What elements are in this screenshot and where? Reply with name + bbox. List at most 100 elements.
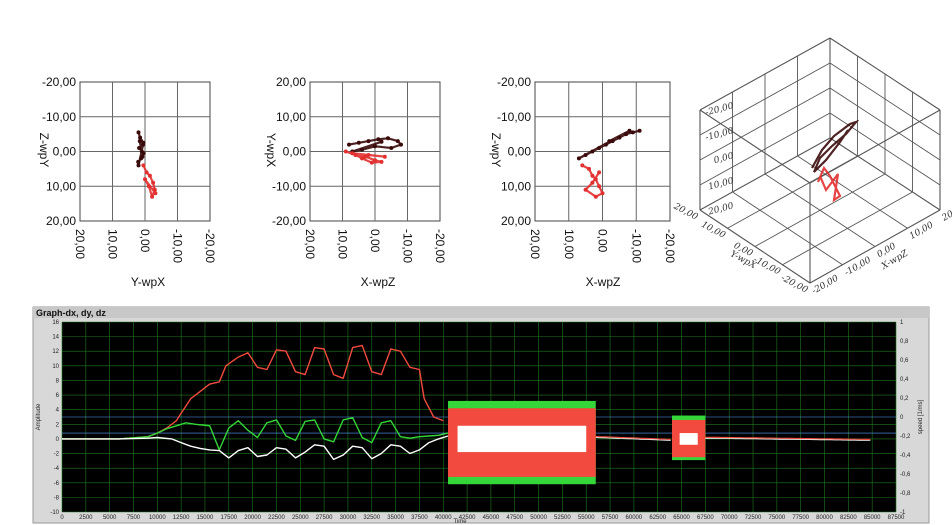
y-tick-label: -2 bbox=[54, 452, 60, 458]
x-tick-label: 20,00 bbox=[528, 229, 542, 259]
y2-tick-label: 0,4 bbox=[900, 377, 909, 383]
displacement-time-graph: Graph-dx, dy, dz 0 2500 5000 7500 10000 12500… bbox=[32, 306, 930, 525]
y2-tick-label: 0,2 bbox=[900, 396, 909, 402]
gridline bbox=[782, 191, 913, 266]
x-tick-label: 70000 bbox=[721, 515, 738, 521]
data-point bbox=[360, 156, 364, 161]
y-tick-label: 10,00 bbox=[276, 110, 306, 124]
graph-title: Graph-dx, dy, dz bbox=[36, 308, 106, 318]
data-point bbox=[144, 170, 149, 175]
y-axis-label: Y-wpX bbox=[264, 133, 278, 167]
data-point bbox=[353, 153, 358, 157]
data-point bbox=[627, 128, 632, 133]
cube-edge bbox=[699, 37, 831, 111]
data-point bbox=[152, 187, 157, 192]
data-point bbox=[590, 180, 595, 185]
tail-noise-white bbox=[595, 437, 671, 441]
x-tick-label: 10,00 bbox=[336, 229, 350, 259]
x-tick-label: -20,00 bbox=[433, 229, 447, 263]
data-point bbox=[363, 154, 368, 159]
graph-title-bar bbox=[33, 307, 929, 318]
data-point bbox=[137, 146, 142, 150]
tail-noise-white bbox=[705, 437, 871, 441]
x-tick-label: 25000 bbox=[292, 515, 309, 521]
cube-edge bbox=[699, 109, 811, 184]
x-tick-label: 40000 bbox=[435, 515, 452, 521]
plot-3d-view: -20,00-10,000,0010,0020,0020,0010,000,00… bbox=[671, 37, 952, 297]
x-tick-label: 50000 bbox=[530, 515, 547, 521]
cube-edge bbox=[809, 109, 941, 184]
data-point bbox=[376, 137, 381, 142]
x-tick-label: 15000 bbox=[197, 515, 214, 521]
y-tick-label: 16 bbox=[52, 320, 59, 326]
data-point bbox=[379, 139, 384, 144]
x-tick-label: 0 bbox=[60, 515, 64, 521]
cube-edge bbox=[829, 137, 941, 211]
x-tick-label: 22500 bbox=[268, 515, 285, 521]
y2-tick-label: -0,8 bbox=[900, 491, 911, 497]
x-tick-label: 20000 bbox=[244, 515, 261, 521]
data-point bbox=[593, 194, 598, 199]
data-point bbox=[597, 184, 602, 189]
data-point bbox=[136, 159, 141, 164]
x-tick-label: 0,00 bbox=[596, 229, 610, 253]
x-tick-label: 12500 bbox=[173, 515, 190, 521]
data-point bbox=[137, 139, 142, 144]
y-tick-label: 20,00 bbox=[501, 214, 531, 228]
x-tick-label: 2500 bbox=[79, 515, 93, 521]
data-point bbox=[597, 170, 602, 175]
data-point bbox=[637, 128, 642, 133]
data-point bbox=[360, 147, 364, 152]
data-point bbox=[140, 154, 145, 159]
data-point bbox=[610, 139, 615, 144]
x-tick-label: 82500 bbox=[840, 515, 857, 521]
data-point bbox=[136, 130, 141, 135]
data-point bbox=[583, 187, 588, 192]
data-point bbox=[138, 135, 143, 140]
y-axis-label: Amplitude bbox=[36, 403, 42, 430]
data-point bbox=[617, 135, 622, 140]
y-tick-label: 14 bbox=[52, 335, 59, 341]
y-tick-label: 10,00 bbox=[501, 179, 531, 193]
oscillation-band bbox=[457, 425, 587, 453]
data-point bbox=[580, 163, 585, 168]
gridline bbox=[754, 173, 886, 247]
x-tick-label: 20,00 bbox=[73, 229, 87, 259]
width-tick-label: -10,00 bbox=[843, 255, 873, 278]
x-tick-label: 67500 bbox=[697, 515, 714, 521]
x-tick-label: -10,00 bbox=[401, 229, 415, 263]
data-point bbox=[593, 177, 598, 182]
x-tick-label: 0,00 bbox=[368, 229, 382, 253]
x-tick-label: 45000 bbox=[483, 515, 500, 521]
data-point bbox=[379, 159, 384, 164]
data-point bbox=[587, 166, 591, 171]
x-tick-label: 32500 bbox=[363, 515, 380, 521]
data-point bbox=[139, 149, 144, 154]
y-tick-label: -10,00 bbox=[497, 110, 531, 124]
x-tick-label: 87500 bbox=[888, 515, 905, 521]
series-line-3 bbox=[62, 435, 449, 461]
x-tick-label: 72500 bbox=[745, 515, 762, 521]
cube-edge bbox=[699, 137, 831, 211]
y-tick-label: 0,00 bbox=[53, 145, 77, 159]
y-tick-label: -20,00 bbox=[272, 214, 306, 228]
data-point bbox=[576, 156, 581, 161]
y-tick-label: -8 bbox=[54, 495, 60, 501]
width-tick-label: 20,00 bbox=[940, 202, 952, 224]
y-tick-label: 8 bbox=[56, 378, 60, 384]
x-tick-label: 20,00 bbox=[303, 229, 317, 259]
x-tick-label: -20,00 bbox=[663, 229, 677, 263]
data-point bbox=[382, 154, 387, 159]
x-tick-label: 57500 bbox=[602, 515, 619, 521]
x-tick-label: 10000 bbox=[149, 515, 166, 521]
data-point bbox=[597, 146, 602, 150]
x-tick-label: 7500 bbox=[127, 515, 141, 521]
data-point bbox=[366, 153, 371, 157]
y2-tick-label: -0,4 bbox=[900, 453, 911, 459]
width-tick-label: -20,00 bbox=[811, 273, 841, 296]
data-point bbox=[143, 177, 147, 182]
y-tick-label: -20,00 bbox=[497, 75, 531, 89]
